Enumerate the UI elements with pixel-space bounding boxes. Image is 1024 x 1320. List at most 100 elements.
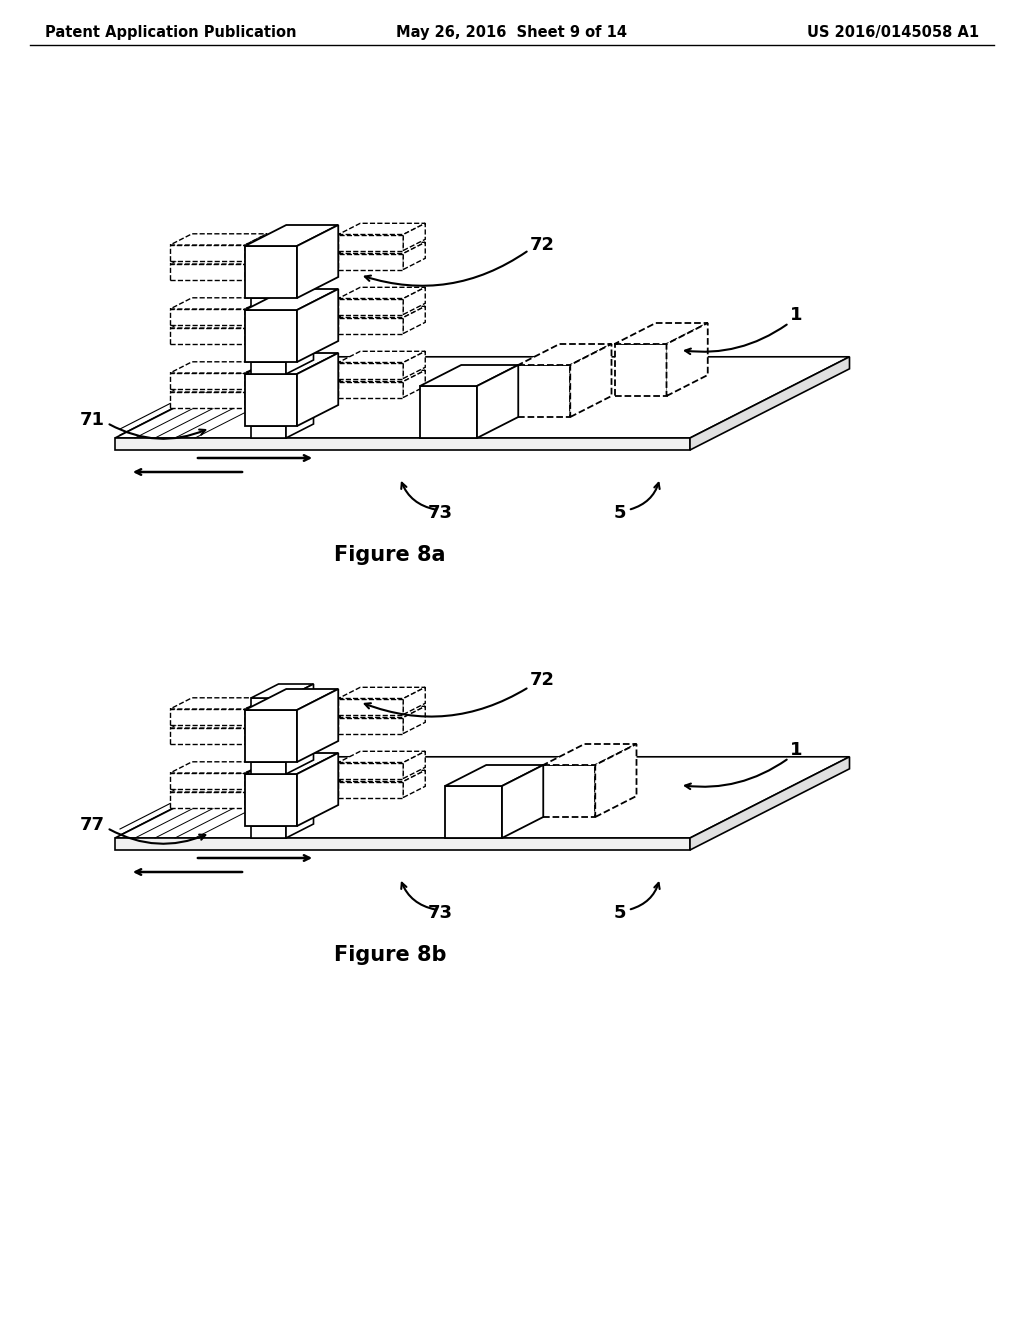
Text: 72: 72 — [530, 671, 555, 689]
Polygon shape — [115, 756, 850, 838]
Polygon shape — [544, 766, 595, 817]
Polygon shape — [286, 812, 313, 838]
Polygon shape — [245, 380, 267, 408]
Polygon shape — [420, 366, 518, 385]
Polygon shape — [338, 771, 425, 781]
Polygon shape — [595, 744, 637, 817]
Polygon shape — [170, 762, 267, 774]
Text: 72: 72 — [530, 236, 555, 253]
Polygon shape — [170, 253, 267, 264]
Polygon shape — [170, 309, 245, 325]
FancyArrowPatch shape — [401, 483, 435, 510]
Text: 5: 5 — [613, 904, 627, 921]
Polygon shape — [170, 327, 245, 345]
Polygon shape — [403, 371, 425, 397]
Polygon shape — [245, 762, 267, 789]
FancyArrowPatch shape — [631, 883, 659, 909]
Polygon shape — [338, 706, 425, 718]
Polygon shape — [338, 371, 425, 381]
Text: 1: 1 — [790, 306, 803, 323]
Polygon shape — [403, 288, 425, 314]
Polygon shape — [286, 284, 313, 310]
Polygon shape — [445, 785, 502, 838]
Polygon shape — [403, 706, 425, 734]
FancyArrowPatch shape — [365, 252, 526, 285]
Polygon shape — [251, 362, 286, 374]
Polygon shape — [251, 412, 313, 426]
Polygon shape — [297, 689, 338, 762]
Polygon shape — [338, 688, 425, 698]
Polygon shape — [245, 310, 297, 362]
Text: May 26, 2016  Sheet 9 of 14: May 26, 2016 Sheet 9 of 14 — [396, 25, 628, 40]
Polygon shape — [251, 812, 313, 826]
Polygon shape — [251, 348, 313, 362]
Polygon shape — [338, 698, 403, 714]
Polygon shape — [170, 246, 245, 261]
Polygon shape — [690, 356, 850, 450]
Polygon shape — [170, 781, 267, 792]
Polygon shape — [338, 298, 403, 314]
Polygon shape — [170, 317, 267, 327]
Polygon shape — [338, 381, 403, 397]
Polygon shape — [614, 323, 708, 345]
Polygon shape — [251, 698, 286, 710]
Polygon shape — [251, 826, 286, 838]
Polygon shape — [245, 298, 267, 325]
Polygon shape — [338, 223, 425, 235]
Text: US 2016/0145058 A1: US 2016/0145058 A1 — [807, 25, 979, 40]
Polygon shape — [251, 426, 286, 438]
Polygon shape — [297, 352, 338, 426]
Polygon shape — [667, 323, 708, 396]
Polygon shape — [115, 356, 850, 438]
Polygon shape — [251, 298, 286, 310]
Text: 77: 77 — [80, 816, 105, 834]
Polygon shape — [251, 284, 313, 298]
Text: 71: 71 — [80, 411, 105, 429]
Polygon shape — [544, 744, 637, 766]
Polygon shape — [170, 792, 245, 808]
Polygon shape — [338, 288, 425, 298]
Polygon shape — [445, 766, 544, 785]
Polygon shape — [286, 348, 313, 374]
Text: 1: 1 — [790, 741, 803, 759]
Polygon shape — [170, 709, 245, 725]
Polygon shape — [338, 253, 403, 269]
Polygon shape — [570, 345, 611, 417]
Polygon shape — [245, 317, 267, 345]
Polygon shape — [170, 392, 245, 408]
Polygon shape — [502, 766, 544, 838]
Polygon shape — [170, 774, 245, 789]
Text: Figure 8a: Figure 8a — [334, 545, 445, 565]
Polygon shape — [420, 385, 477, 438]
FancyArrowPatch shape — [401, 883, 435, 909]
Polygon shape — [286, 412, 313, 438]
Text: Figure 8b: Figure 8b — [334, 945, 446, 965]
Polygon shape — [170, 234, 267, 246]
Polygon shape — [170, 298, 267, 309]
Polygon shape — [338, 235, 403, 251]
Polygon shape — [518, 345, 611, 366]
Polygon shape — [286, 684, 313, 710]
Polygon shape — [518, 366, 570, 417]
FancyArrowPatch shape — [110, 424, 205, 438]
Polygon shape — [286, 748, 313, 774]
FancyArrowPatch shape — [685, 325, 786, 354]
Polygon shape — [245, 781, 267, 808]
Polygon shape — [297, 289, 338, 362]
Polygon shape — [338, 751, 425, 763]
Polygon shape — [251, 748, 313, 762]
Polygon shape — [245, 352, 338, 374]
Polygon shape — [245, 234, 267, 261]
FancyArrowPatch shape — [110, 829, 205, 843]
Polygon shape — [115, 438, 690, 450]
Polygon shape — [245, 689, 338, 710]
Polygon shape — [170, 729, 245, 744]
Polygon shape — [338, 318, 403, 334]
Polygon shape — [403, 688, 425, 714]
Polygon shape — [338, 351, 425, 363]
Polygon shape — [170, 380, 267, 392]
Polygon shape — [170, 264, 245, 280]
FancyArrowPatch shape — [685, 759, 786, 789]
Polygon shape — [170, 698, 267, 709]
Polygon shape — [245, 224, 338, 246]
